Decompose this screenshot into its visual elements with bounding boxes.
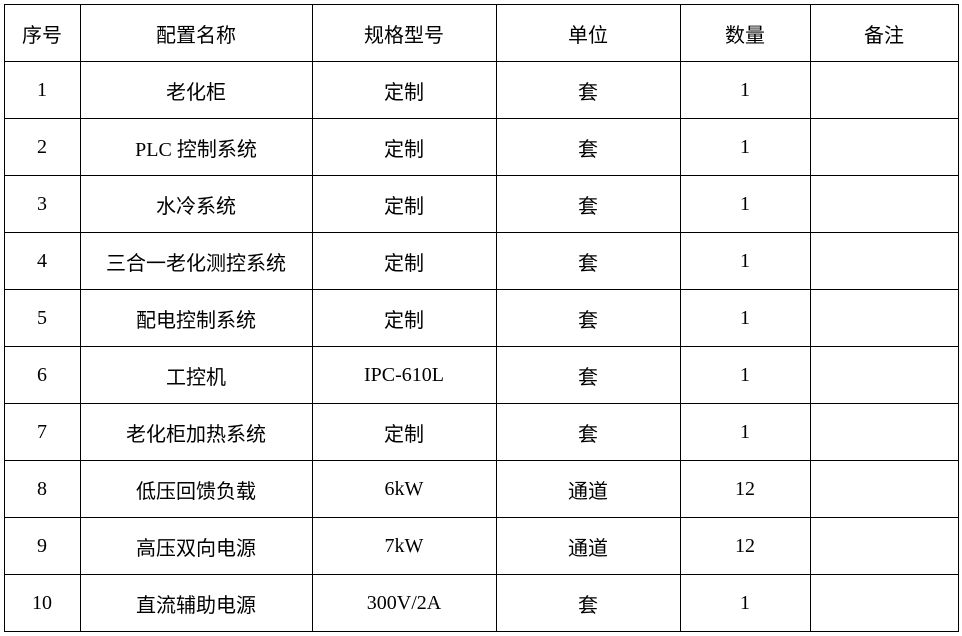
table-row: 3 水冷系统 定制 套 1 [4, 176, 958, 233]
cell-unit: 套 [496, 233, 680, 290]
cell-spec: 定制 [312, 62, 496, 119]
cell-name: 直流辅助电源 [80, 575, 312, 632]
cell-seq: 6 [4, 347, 80, 404]
table-row: 1 老化柜 定制 套 1 [4, 62, 958, 119]
cell-spec: 定制 [312, 233, 496, 290]
cell-note [810, 461, 958, 518]
cell-spec: IPC-610L [312, 347, 496, 404]
cell-note [810, 119, 958, 176]
cell-name: 老化柜 [80, 62, 312, 119]
cell-seq: 3 [4, 176, 80, 233]
col-header-seq: 序号 [4, 5, 80, 62]
table-row: 4 三合一老化测控系统 定制 套 1 [4, 233, 958, 290]
col-header-qty: 数量 [680, 5, 810, 62]
col-header-name: 配置名称 [80, 5, 312, 62]
cell-spec: 定制 [312, 404, 496, 461]
cell-name: 低压回馈负载 [80, 461, 312, 518]
table-body: 1 老化柜 定制 套 1 2 PLC 控制系统 定制 套 1 3 水冷系统 定制… [4, 62, 958, 632]
table-row: 5 配电控制系统 定制 套 1 [4, 290, 958, 347]
cell-unit: 套 [496, 347, 680, 404]
cell-seq: 5 [4, 290, 80, 347]
cell-name: 高压双向电源 [80, 518, 312, 575]
cell-qty: 1 [680, 347, 810, 404]
cell-seq: 9 [4, 518, 80, 575]
cell-unit: 通道 [496, 461, 680, 518]
table-row: 7 老化柜加热系统 定制 套 1 [4, 404, 958, 461]
cell-spec: 300V/2A [312, 575, 496, 632]
table-row: 10 直流辅助电源 300V/2A 套 1 [4, 575, 958, 632]
cell-name: 三合一老化测控系统 [80, 233, 312, 290]
cell-qty: 12 [680, 461, 810, 518]
cell-qty: 1 [680, 119, 810, 176]
cell-spec: 7kW [312, 518, 496, 575]
cell-note [810, 290, 958, 347]
cell-qty: 1 [680, 290, 810, 347]
cell-qty: 1 [680, 233, 810, 290]
cell-qty: 1 [680, 62, 810, 119]
cell-qty: 1 [680, 176, 810, 233]
table-row: 6 工控机 IPC-610L 套 1 [4, 347, 958, 404]
cell-name: 配电控制系统 [80, 290, 312, 347]
cell-note [810, 404, 958, 461]
cell-qty: 12 [680, 518, 810, 575]
cell-qty: 1 [680, 404, 810, 461]
table-row: 8 低压回馈负载 6kW 通道 12 [4, 461, 958, 518]
col-header-spec: 规格型号 [312, 5, 496, 62]
cell-note [810, 62, 958, 119]
cell-seq: 1 [4, 62, 80, 119]
cell-unit: 套 [496, 62, 680, 119]
cell-note [810, 518, 958, 575]
cell-name: 老化柜加热系统 [80, 404, 312, 461]
cell-unit: 套 [496, 575, 680, 632]
cell-seq: 2 [4, 119, 80, 176]
cell-spec: 定制 [312, 176, 496, 233]
col-header-note: 备注 [810, 5, 958, 62]
cell-unit: 套 [496, 404, 680, 461]
cell-note [810, 575, 958, 632]
config-table: 序号 配置名称 规格型号 单位 数量 备注 1 老化柜 定制 套 1 2 PLC… [4, 4, 959, 632]
cell-spec: 定制 [312, 290, 496, 347]
cell-note [810, 233, 958, 290]
cell-unit: 套 [496, 119, 680, 176]
table-header-row: 序号 配置名称 规格型号 单位 数量 备注 [4, 5, 958, 62]
cell-name: 工控机 [80, 347, 312, 404]
col-header-unit: 单位 [496, 5, 680, 62]
cell-name: 水冷系统 [80, 176, 312, 233]
cell-name: PLC 控制系统 [80, 119, 312, 176]
cell-seq: 7 [4, 404, 80, 461]
cell-unit: 套 [496, 290, 680, 347]
table-row: 9 高压双向电源 7kW 通道 12 [4, 518, 958, 575]
cell-spec: 6kW [312, 461, 496, 518]
cell-note [810, 176, 958, 233]
cell-unit: 通道 [496, 518, 680, 575]
cell-seq: 10 [4, 575, 80, 632]
cell-unit: 套 [496, 176, 680, 233]
cell-note [810, 347, 958, 404]
cell-qty: 1 [680, 575, 810, 632]
cell-seq: 8 [4, 461, 80, 518]
table-row: 2 PLC 控制系统 定制 套 1 [4, 119, 958, 176]
cell-seq: 4 [4, 233, 80, 290]
cell-spec: 定制 [312, 119, 496, 176]
